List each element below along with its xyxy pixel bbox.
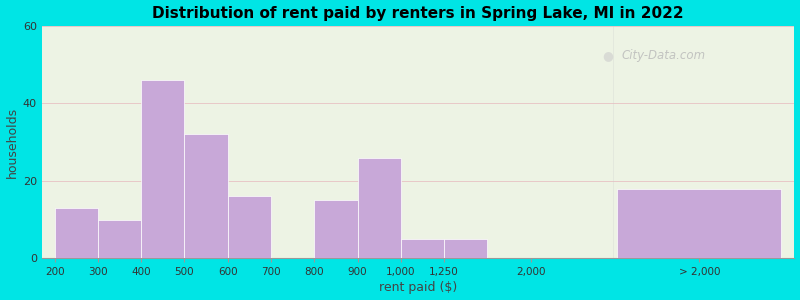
Title: Distribution of rent paid by renters in Spring Lake, MI in 2022: Distribution of rent paid by renters in …: [152, 6, 684, 21]
Bar: [401, 239, 444, 258]
X-axis label: rent paid ($): rent paid ($): [379, 281, 458, 294]
Bar: [98, 220, 142, 258]
Bar: [358, 158, 401, 258]
Bar: [142, 80, 185, 258]
Bar: [444, 239, 487, 258]
Bar: [185, 134, 228, 258]
Bar: [314, 200, 358, 258]
Y-axis label: households: households: [6, 106, 18, 178]
Bar: [617, 188, 782, 258]
Bar: [54, 208, 98, 258]
Bar: [228, 196, 271, 258]
Text: ●: ●: [602, 49, 614, 62]
Text: City-Data.com: City-Data.com: [622, 49, 706, 62]
